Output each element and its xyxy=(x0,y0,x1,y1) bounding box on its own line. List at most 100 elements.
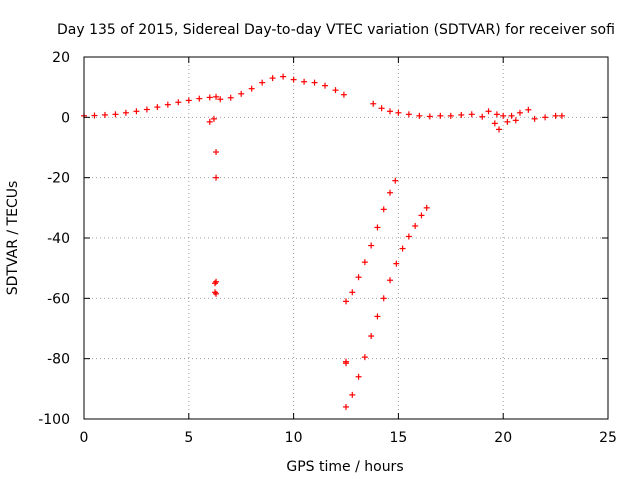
data-point xyxy=(349,289,356,296)
data-point xyxy=(101,111,108,118)
data-point xyxy=(248,85,255,92)
data-point xyxy=(368,242,375,249)
data-point xyxy=(355,373,362,380)
data-point xyxy=(361,354,368,361)
y-tick-label: -80 xyxy=(47,352,70,368)
data-point xyxy=(370,100,377,107)
data-point xyxy=(280,73,287,80)
data-point xyxy=(185,97,192,104)
data-point xyxy=(387,108,394,115)
y-axis-label: SDTVAR / TECUs xyxy=(5,181,21,296)
data-point xyxy=(447,112,454,119)
data-point xyxy=(393,260,400,267)
data-point xyxy=(368,333,375,340)
data-point xyxy=(212,289,218,296)
data-point xyxy=(496,126,503,133)
data-point xyxy=(512,117,519,124)
data-point xyxy=(217,96,224,103)
x-tick-label: 20 xyxy=(494,430,512,446)
data-point xyxy=(133,108,140,115)
data-point xyxy=(500,112,507,119)
axes: 0 5 10 15 20 25 -100 -80 -60 -40 -20 0 20 xyxy=(38,50,617,446)
data-point xyxy=(355,274,362,281)
data-point xyxy=(399,245,406,252)
data-point xyxy=(491,120,498,127)
data-point xyxy=(143,106,150,113)
data-point xyxy=(301,78,308,85)
data-point xyxy=(558,112,565,119)
data-point xyxy=(340,91,347,98)
x-tick-label: 25 xyxy=(599,430,617,446)
data-point xyxy=(395,109,402,116)
data-point xyxy=(437,112,444,119)
x-tick-label: 5 xyxy=(184,430,193,446)
data-point xyxy=(525,106,532,113)
y-tick-label: -100 xyxy=(38,412,70,428)
x-tick-label: 10 xyxy=(285,430,303,446)
data-point xyxy=(392,177,399,184)
data-point xyxy=(122,109,129,116)
data-point xyxy=(542,114,549,121)
data-point xyxy=(332,87,339,94)
data-point xyxy=(552,112,559,119)
data-point xyxy=(154,104,161,111)
data-point xyxy=(531,115,538,122)
data-point xyxy=(380,295,387,302)
data-point xyxy=(213,174,220,181)
y-tick-label: 20 xyxy=(52,50,70,66)
data-point xyxy=(508,112,515,119)
data-point xyxy=(175,99,182,106)
data-point xyxy=(349,391,356,398)
data-point xyxy=(361,259,368,266)
data-point xyxy=(378,105,385,112)
data-point xyxy=(504,118,511,125)
data-point xyxy=(269,75,276,82)
data-point xyxy=(343,298,349,305)
data-point xyxy=(405,233,412,240)
y-tick-label: -60 xyxy=(47,291,70,307)
data-points xyxy=(81,73,565,410)
data-point xyxy=(418,212,425,219)
data-point xyxy=(238,90,245,97)
data-point xyxy=(387,277,394,284)
data-point xyxy=(213,93,220,100)
data-point xyxy=(426,113,433,120)
data-point xyxy=(493,111,500,118)
data-point xyxy=(112,111,119,118)
x-axis-label: GPS time / hours xyxy=(286,459,403,475)
data-point xyxy=(196,95,203,102)
data-point xyxy=(374,313,381,320)
data-point xyxy=(311,79,318,86)
data-point xyxy=(343,403,349,410)
data-point xyxy=(210,115,217,122)
x-tick-label: 15 xyxy=(389,430,407,446)
y-tick-label: -20 xyxy=(47,171,70,187)
data-point xyxy=(227,94,234,101)
data-point xyxy=(290,76,297,83)
data-point xyxy=(516,109,523,116)
data-point xyxy=(259,79,266,86)
data-point xyxy=(322,82,329,89)
data-point xyxy=(423,204,430,211)
data-point xyxy=(91,112,98,119)
data-point xyxy=(416,112,423,119)
data-point xyxy=(164,101,171,108)
data-point xyxy=(479,113,486,120)
data-point xyxy=(206,94,213,101)
data-point xyxy=(213,149,220,156)
data-point xyxy=(405,111,412,118)
data-point xyxy=(206,118,213,125)
data-point xyxy=(458,111,465,118)
y-tick-label: -40 xyxy=(47,231,70,247)
data-point xyxy=(468,111,475,118)
y-tick-label: 0 xyxy=(61,110,70,126)
data-point xyxy=(387,189,394,196)
data-point xyxy=(374,224,381,231)
data-point xyxy=(412,222,419,229)
chart-title: Day 135 of 2015, Sidereal Day-to-day VTE… xyxy=(57,22,615,38)
data-point xyxy=(380,206,387,213)
data-point xyxy=(212,280,218,287)
x-tick-label: 0 xyxy=(80,430,89,446)
data-point xyxy=(343,360,349,367)
